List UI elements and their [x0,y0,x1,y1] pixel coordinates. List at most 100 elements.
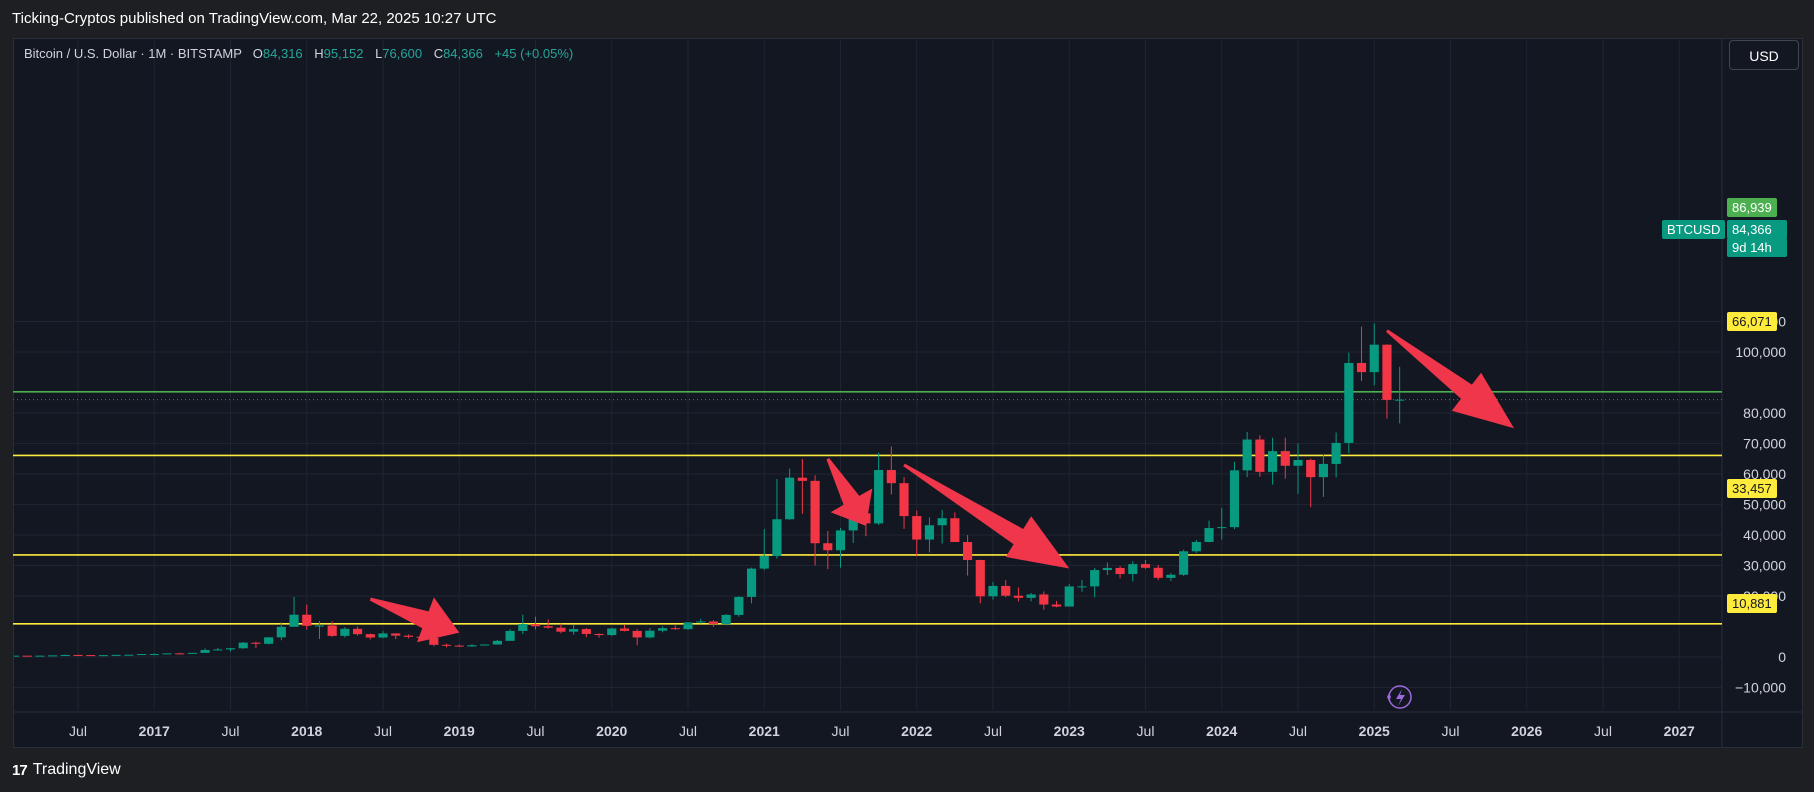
candle-body [581,629,591,634]
candle-body [340,628,350,636]
candle-body [670,628,680,630]
candle-body [1191,541,1201,552]
candle-body [111,654,121,656]
candle-body [1001,585,1011,596]
x-tick-label: Jul [679,723,697,739]
x-tick-label: 2026 [1511,723,1542,739]
candle-body [734,596,744,615]
x-tick-label: 2027 [1664,723,1695,739]
candle-body [14,655,20,657]
candle-body [543,626,553,628]
y-tick-label: 30,000 [1743,558,1786,574]
x-tick-label: Jul [1442,723,1460,739]
candle-body [213,649,223,651]
price-tag-countdown: 9d 14h [1727,238,1787,257]
candle-body [1356,362,1367,373]
y-tick-label: −10,000 [1735,680,1786,696]
candle-body [276,626,286,638]
candle-body [645,630,655,638]
x-tick-label: 2017 [139,723,170,739]
candle-body [772,519,782,557]
x-tick-label: 2020 [596,723,627,739]
candle-body [22,655,32,657]
arrow-annotation [826,458,873,526]
candle-body [1179,551,1189,575]
sparkle-icon [1387,693,1391,701]
candle-body [1039,594,1049,605]
candle-body [797,477,807,481]
x-tick-label: Jul [69,723,87,739]
arrow-annotation [369,597,460,643]
candle-body [632,630,642,638]
candle-body [950,518,960,543]
candle-body [35,655,45,657]
price-tag-symbol: BTCUSD [1662,220,1726,239]
candle-body [238,642,248,649]
candle-body [353,628,363,635]
currency-button[interactable]: USD [1729,40,1799,70]
x-tick-label: Jul [984,723,1002,739]
candle-body [823,543,833,551]
candle-body [327,625,337,636]
symbol-name[interactable]: Bitcoin / U.S. Dollar · 1M · BITSTAMP [24,46,242,61]
arrow-annotation [903,463,1070,569]
candle-body [1204,528,1214,542]
candle-body [658,628,668,631]
candle-body [848,513,858,531]
candle-body [988,585,998,597]
close-value: 84,366 [443,46,483,61]
candle-body [200,649,210,653]
candles-group [0,323,1405,657]
candle-body [1382,344,1392,400]
candle-body [1331,442,1341,464]
candle-body [60,654,70,656]
open-value: 84,316 [262,46,303,61]
candle-body [696,621,706,623]
candle-body [391,633,401,636]
candle-body [162,653,172,655]
candle-body [518,624,528,631]
open-label: O [252,46,263,61]
footer-brand-name: TradingView [32,761,121,778]
y-tick-label: 50,000 [1743,497,1786,513]
candle-body [594,633,604,636]
candle-body [149,654,159,656]
candle-body [403,635,413,637]
candle-body [886,470,896,484]
price-tag-86939: 86,939 [1727,198,1777,217]
x-tick-label: Jul [1289,723,1307,739]
candle-body [1128,564,1138,575]
candle-body [467,645,477,647]
x-tick-label: 2022 [901,723,932,739]
candle-body [251,642,261,644]
candle-body [759,556,769,569]
x-tick-label: Jul [374,723,392,739]
candle-body [683,622,693,630]
candle-body [454,645,464,647]
x-tick-label: 2025 [1359,723,1390,739]
x-tick-label: Jul [222,723,240,739]
candle-body [810,480,820,544]
candle-body [1077,586,1087,588]
price-tag-current: 84,366 [1727,220,1787,239]
candle-body [708,621,718,625]
candle-body [480,644,490,646]
y-tick-label: 0 [1778,649,1786,665]
candle-body [1217,527,1227,529]
candle-body [937,518,947,526]
candle-body [1306,459,1316,478]
candle-body [1115,567,1125,575]
footer-branding[interactable]: 17 TradingView [12,758,121,782]
candle-body [1064,586,1074,607]
candle-body [86,655,96,657]
candle-body [98,655,108,657]
candle-body [0,656,6,657]
chart-frame[interactable] [13,38,1803,748]
candle-body [314,625,325,627]
candle-body [746,568,757,597]
candle-body [73,654,83,656]
y-tick-label: 70,000 [1743,436,1786,452]
close-label: C [433,46,444,61]
candle-body [1395,399,1405,401]
